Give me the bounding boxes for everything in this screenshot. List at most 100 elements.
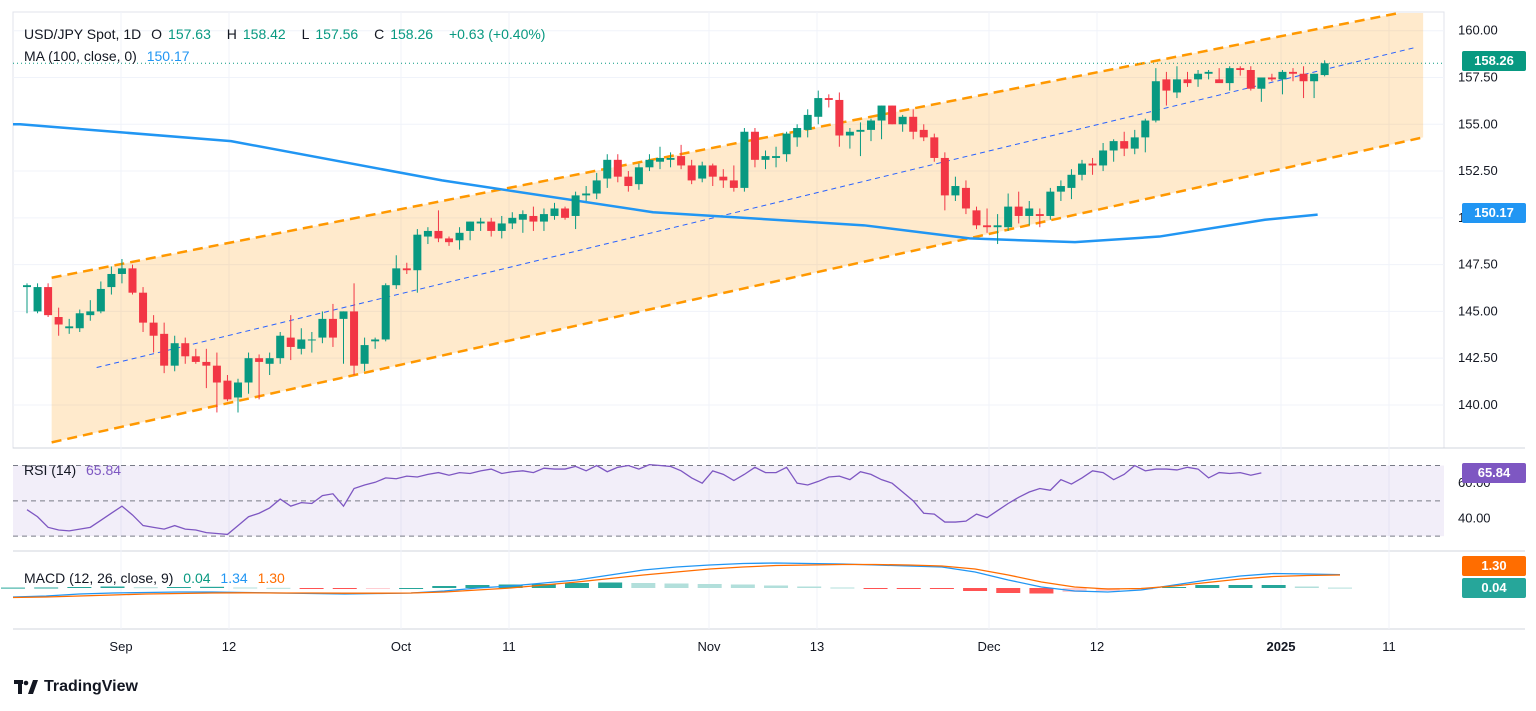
candle: [1257, 77, 1266, 102]
candle: [919, 124, 928, 142]
candle-body: [582, 193, 591, 196]
candle-body: [888, 105, 897, 125]
channel-upper-line: [51, 11, 1400, 279]
candle: [1109, 139, 1118, 162]
candle: [814, 90, 823, 125]
candle: [698, 161, 707, 183]
candle-body: [1067, 174, 1076, 188]
candle: [740, 128, 749, 192]
candle-body: [286, 337, 295, 347]
macd-histogram-bar: [34, 587, 59, 589]
time-tick-label: Oct: [391, 639, 412, 654]
candle-body: [687, 165, 696, 181]
candle-body: [571, 195, 580, 216]
candle-body: [191, 356, 200, 362]
candle-body: [856, 129, 865, 132]
candle: [1204, 70, 1213, 80]
candle: [276, 331, 285, 364]
candle: [487, 217, 496, 237]
candle: [1046, 187, 1055, 220]
candle: [107, 266, 116, 295]
macd-histogram-bar: [200, 586, 225, 588]
tradingview-logo[interactable]: TradingView: [14, 678, 138, 696]
candle: [65, 318, 74, 334]
candle-body: [1172, 79, 1181, 93]
price-tick-label: 142.50: [1458, 350, 1498, 365]
candle: [117, 259, 126, 284]
rsi-label[interactable]: RSI (14): [24, 462, 77, 478]
candle: [687, 159, 696, 185]
macd-histogram-bar: [531, 584, 556, 588]
macd-histogram-bar: [764, 585, 789, 588]
candle-body: [413, 234, 422, 271]
candle: [96, 281, 105, 314]
candle-body: [476, 221, 485, 224]
macd-histogram-bar: [1228, 585, 1253, 588]
candle-body: [719, 176, 728, 181]
candle: [750, 128, 759, 168]
candle-body: [1046, 191, 1055, 216]
rsi-tick-label: 40.00: [1458, 511, 1491, 526]
macd-label[interactable]: MACD (12, 26, close, 9): [24, 570, 174, 586]
macd-histogram-bar: [863, 588, 888, 589]
macd-histogram-bar: [332, 588, 357, 589]
time-tick-label: 12: [222, 639, 236, 654]
candle-body: [793, 128, 802, 138]
candle: [212, 352, 221, 413]
candle: [234, 378, 242, 413]
candle: [1267, 73, 1276, 82]
candle-body: [318, 318, 327, 338]
candle: [867, 118, 875, 142]
ma-label[interactable]: MA (100, close, 0): [24, 48, 137, 64]
candle: [44, 283, 53, 318]
candle-body: [1289, 71, 1297, 74]
candle: [888, 105, 897, 125]
candle-body: [223, 380, 232, 400]
candle: [497, 215, 506, 239]
candle: [656, 146, 664, 170]
candle-body: [898, 116, 907, 125]
candle: [719, 169, 728, 188]
candle-body: [835, 99, 844, 136]
candle: [202, 348, 211, 389]
time-tick-label: Dec: [977, 639, 1001, 654]
candle: [1310, 73, 1319, 99]
candle-body: [149, 322, 158, 336]
symbol-title[interactable]: USD/JPY Spot, 1D: [24, 26, 142, 42]
brand-name: TradingView: [44, 678, 138, 695]
candle-body: [1056, 186, 1065, 192]
macd-histogram-bar: [432, 586, 457, 588]
candle: [1056, 180, 1065, 201]
candle-body: [983, 225, 992, 228]
candle-body: [44, 287, 53, 316]
candle-body: [1215, 79, 1224, 84]
candle: [666, 152, 675, 168]
ma-100-line: [13, 123, 1318, 244]
candle-body: [1162, 79, 1171, 91]
candle-body: [455, 232, 464, 241]
candle-body: [350, 311, 359, 366]
price-tick-label: 147.50: [1458, 257, 1498, 272]
candle-body: [867, 120, 875, 130]
candle: [729, 165, 738, 192]
candle-body: [1194, 73, 1203, 80]
candle-body: [75, 313, 84, 329]
macd-histogram-bar: [564, 583, 589, 588]
candle: [761, 150, 770, 170]
candlestick-series[interactable]: [23, 60, 1329, 413]
candle-body: [1099, 150, 1108, 166]
candle-body: [1120, 141, 1129, 149]
candle-body: [993, 225, 1002, 228]
candle: [1278, 70, 1287, 95]
channel-mid-line: [96, 47, 1416, 369]
time-tick-label: Nov: [697, 639, 721, 654]
candle: [1014, 191, 1023, 224]
macd-histogram-bar: [664, 583, 689, 588]
candle: [582, 186, 591, 201]
candle: [1025, 200, 1034, 226]
ma-price-badge: 150.17: [1462, 203, 1526, 223]
macd-histogram-bar: [730, 584, 755, 588]
time-tick-label: 11: [502, 639, 516, 654]
candle-body: [434, 230, 443, 239]
candle-body: [624, 176, 633, 187]
